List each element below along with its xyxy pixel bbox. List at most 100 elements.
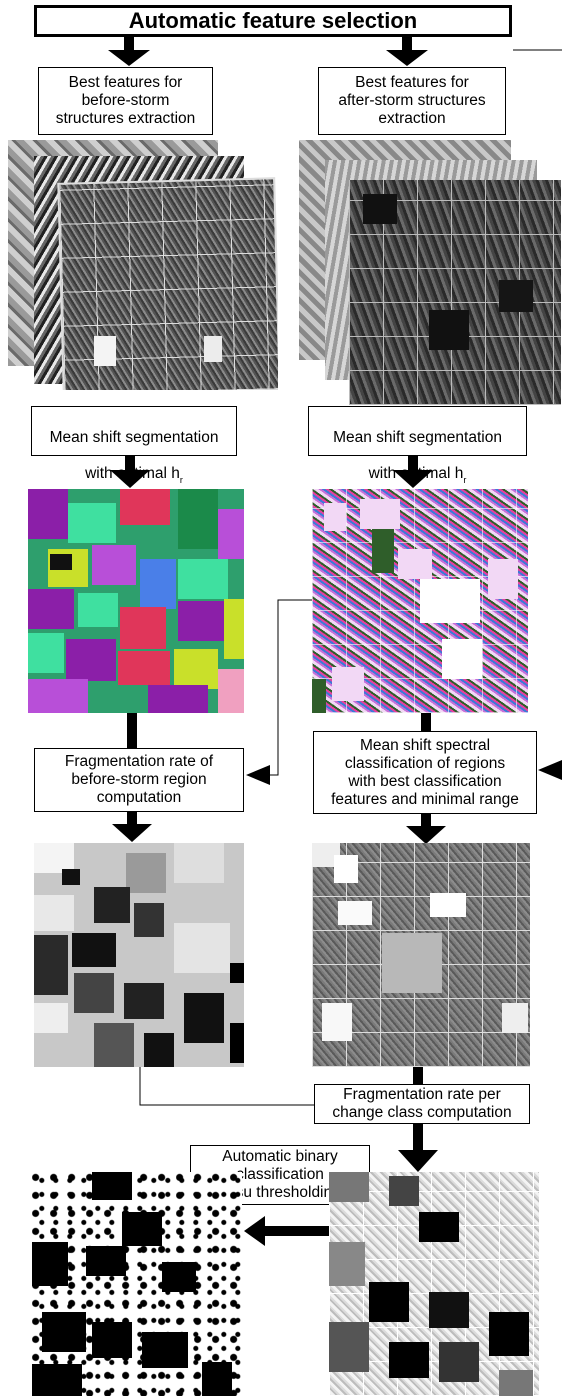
dark-field bbox=[429, 310, 469, 350]
segment bbox=[28, 679, 88, 713]
change-class-image bbox=[329, 1172, 539, 1396]
page-title: Automatic feature selection bbox=[34, 5, 512, 37]
region bbox=[322, 1003, 352, 1041]
after-storm-segmentation-image bbox=[312, 489, 528, 713]
segment bbox=[120, 607, 166, 649]
region bbox=[429, 1292, 469, 1328]
change-class-fragmentation-box: Fragmentation rate per change class comp… bbox=[314, 1084, 530, 1124]
region bbox=[389, 1342, 429, 1378]
region bbox=[174, 843, 224, 883]
region bbox=[34, 1003, 68, 1033]
segment bbox=[28, 489, 68, 539]
segment bbox=[398, 549, 432, 579]
segment bbox=[148, 685, 208, 713]
region bbox=[74, 973, 114, 1013]
segment bbox=[420, 579, 480, 623]
arrow-shaft bbox=[402, 36, 412, 50]
region bbox=[62, 869, 80, 885]
before-storm-segmentation-image bbox=[28, 489, 244, 713]
before-storm-segmentation-box: Mean shift segmentation with optimal hr bbox=[31, 406, 237, 485]
segmentation-line-2: with optimal hr bbox=[32, 465, 236, 485]
region bbox=[122, 1212, 162, 1246]
segment bbox=[68, 503, 116, 543]
segmentation-line-1: Mean shift segmentation bbox=[333, 429, 502, 446]
segment bbox=[178, 559, 228, 599]
after-storm-classification-image bbox=[312, 843, 530, 1067]
region bbox=[502, 1003, 528, 1033]
region bbox=[142, 1332, 188, 1368]
segmentation-label-subscript: r bbox=[463, 475, 467, 485]
segment bbox=[224, 599, 244, 659]
segment bbox=[28, 633, 64, 673]
bright-patch bbox=[204, 336, 222, 362]
segment bbox=[332, 667, 364, 701]
segment bbox=[442, 639, 482, 679]
segmentation-line-2: with optimal hr bbox=[309, 465, 526, 485]
region bbox=[499, 1370, 533, 1396]
region bbox=[34, 895, 74, 931]
segment bbox=[174, 649, 218, 689]
region bbox=[430, 893, 466, 917]
segment bbox=[178, 489, 218, 549]
region bbox=[92, 1172, 132, 1200]
segment bbox=[178, 601, 224, 641]
region bbox=[162, 1262, 196, 1292]
segment bbox=[118, 651, 170, 685]
region bbox=[489, 1312, 529, 1356]
feature-image-3 bbox=[57, 177, 278, 390]
region bbox=[369, 1282, 409, 1322]
region bbox=[34, 843, 74, 873]
region bbox=[230, 963, 244, 983]
region bbox=[439, 1342, 479, 1382]
before-storm-features-box: Best features for before-storm structure… bbox=[38, 67, 213, 135]
region bbox=[389, 1176, 419, 1206]
before-storm-feature-stack bbox=[8, 140, 278, 390]
segmentation-line-1: Mean shift segmentation bbox=[49, 429, 219, 446]
segment bbox=[312, 679, 326, 713]
region bbox=[86, 1246, 126, 1276]
dark-field bbox=[363, 194, 397, 224]
segment bbox=[28, 589, 74, 629]
region bbox=[94, 1023, 134, 1067]
region bbox=[126, 853, 166, 893]
region bbox=[32, 1242, 68, 1286]
region bbox=[42, 1312, 86, 1352]
region bbox=[124, 983, 164, 1019]
region bbox=[144, 1033, 174, 1067]
region bbox=[382, 933, 442, 993]
segmentation-label-main: with optimal h bbox=[85, 465, 180, 482]
segment bbox=[372, 529, 394, 573]
region bbox=[202, 1362, 232, 1396]
segmentation-label-subscript: r bbox=[179, 475, 183, 485]
after-storm-feature-stack bbox=[299, 140, 561, 405]
segmentation-label-main: with optimal h bbox=[368, 465, 464, 482]
segment bbox=[488, 559, 518, 599]
segment bbox=[324, 503, 346, 531]
region bbox=[334, 855, 358, 883]
dark-field bbox=[499, 280, 533, 312]
segment bbox=[140, 559, 176, 609]
segment bbox=[92, 545, 136, 585]
segment bbox=[50, 554, 72, 570]
arrow-head bbox=[386, 50, 428, 66]
region bbox=[134, 903, 164, 937]
region bbox=[174, 923, 230, 973]
region bbox=[329, 1322, 369, 1372]
region bbox=[338, 901, 372, 925]
segment bbox=[78, 593, 118, 627]
segment bbox=[218, 669, 244, 713]
region bbox=[92, 1322, 132, 1358]
segment bbox=[218, 509, 244, 559]
arrow-head bbox=[108, 50, 150, 66]
region bbox=[94, 887, 130, 923]
region bbox=[329, 1172, 369, 1202]
after-storm-segmentation-box: Mean shift segmentation with optimal hr bbox=[308, 406, 527, 485]
spectral-classification-box: Mean shift spectral classification of re… bbox=[313, 731, 537, 814]
segment bbox=[120, 489, 170, 525]
segment bbox=[66, 639, 116, 681]
binary-classification-image bbox=[32, 1172, 242, 1396]
after-storm-features-box: Best features for after-storm structures… bbox=[318, 67, 506, 135]
before-storm-fragmentation-image bbox=[34, 843, 244, 1067]
region bbox=[32, 1364, 82, 1396]
